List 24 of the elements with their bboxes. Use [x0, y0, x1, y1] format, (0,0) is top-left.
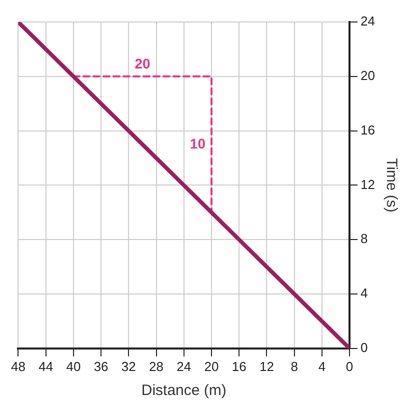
x-tick-label: 4 — [318, 358, 326, 374]
x-tick-label: 48 — [10, 358, 26, 374]
y-tick-label: 20 — [360, 68, 376, 83]
y-tick-label: 0 — [360, 340, 368, 355]
x-axis-title: Distance (m) — [141, 382, 226, 400]
y-tick-label: 24 — [360, 14, 376, 29]
y-tick-label: 16 — [360, 122, 376, 138]
x-tick-label: 36 — [94, 358, 108, 374]
x-tick-label: 32 — [121, 358, 136, 374]
y-axis-title: Time (s) — [382, 158, 400, 212]
x-tick-label: 40 — [66, 358, 81, 374]
x-tick-label: 44 — [38, 358, 54, 374]
x-tick-label: 24 — [176, 358, 192, 374]
x-tick-label: 12 — [259, 358, 274, 374]
y-tick-label: 4 — [360, 286, 368, 301]
x-tick-label: 0 — [346, 358, 354, 374]
annotation: 10 — [190, 135, 206, 152]
x-tick-label: 28 — [149, 358, 164, 374]
y-tick-label: 12 — [360, 176, 376, 192]
annotation: 20 — [134, 55, 150, 72]
x-tick-label: 16 — [232, 358, 246, 374]
x-tick-label: 8 — [290, 358, 298, 374]
y-tick-label: 8 — [360, 231, 368, 246]
x-tick-label: 20 — [204, 358, 219, 374]
